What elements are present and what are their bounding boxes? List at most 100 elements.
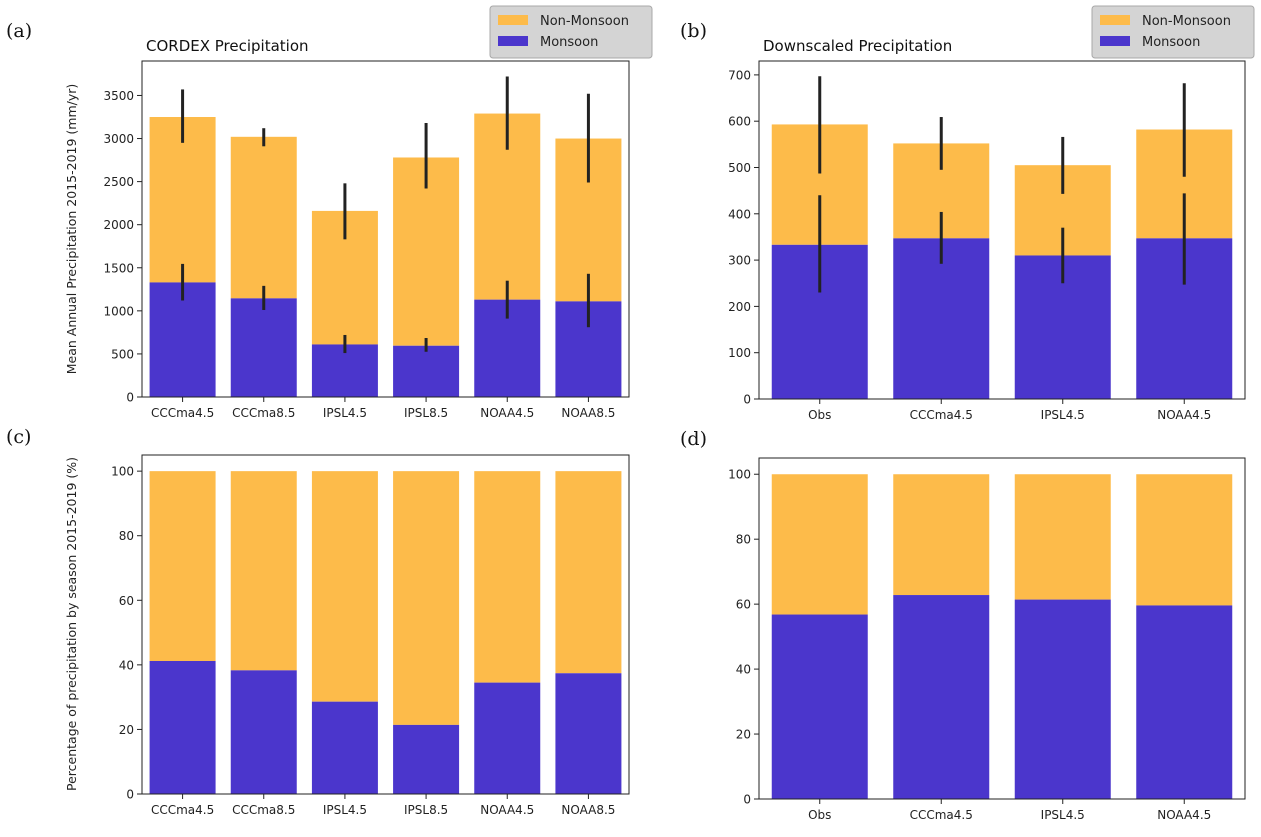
y-tick-label: 40 [119,658,134,672]
legend-label-non-monsoon: Non-Monsoon [1142,14,1231,29]
x-tick-label: Obs [808,408,831,422]
bar-non-monsoon-noaa4-5 [1136,474,1233,606]
bar-monsoon-noaa8-5 [555,673,622,794]
x-tick-label: NOAA4.5 [480,803,534,817]
legend-label-monsoon: Monsoon [1142,35,1200,50]
legend-box [489,5,653,59]
bar-monsoon-ipsl8-5 [393,724,460,794]
bar-monsoon-ipsl8-5 [393,345,460,397]
chart-title: CORDEX Precipitation [146,37,309,55]
bar-non-monsoon-cccma4-5 [149,117,216,283]
bar-non-monsoon-ipsl4-5 [311,471,378,702]
y-tick-label: 1000 [103,304,134,318]
bar-monsoon-cccma4-5 [149,660,216,794]
y-tick-label: 60 [119,594,134,608]
panel-label: (a) [6,20,32,42]
y-tick-label: 80 [736,533,751,547]
legend: Non-Monsoon Monsoon [1091,5,1255,59]
legend-label-monsoon: Monsoon [540,35,598,50]
axes-frame [758,60,1246,400]
y-tick-label: 40 [736,663,751,677]
x-tick-label: CCCma4.5 [910,408,973,422]
y-tick-label: 0 [743,393,751,407]
y-tick-label: 700 [728,68,751,82]
bar-non-monsoon-ipsl4-5 [1014,474,1111,600]
x-tick-label: CCCma4.5 [910,808,973,822]
bar-monsoon-ipsl4-5 [1014,599,1111,799]
y-tick-label: 2500 [103,175,134,189]
legend-label-non-monsoon: Non-Monsoon [540,14,629,29]
bar-monsoon-ipsl4-5 [311,701,378,794]
axes-frame [141,60,630,398]
bar-monsoon-cccma4-5 [893,238,990,399]
y-tick-label: 1500 [103,261,134,275]
x-tick-label: CCCma8.5 [232,406,295,420]
x-tick-label: NOAA8.5 [561,406,615,420]
x-tick-label: NOAA8.5 [561,803,615,817]
panel-a: (a) CORDEX Precipitation 0 500 1000 1500 2000 2… [6,5,653,420]
x-tick-label: IPSL8.5 [404,406,448,420]
bar-non-monsoon-noaa4-5 [474,471,541,683]
y-tick-label: 100 [728,468,751,482]
bar-monsoon-obs [771,614,868,799]
y-tick-label: 500 [111,347,134,361]
bar-monsoon-ipsl4-5 [311,344,378,397]
y-tick-label: 100 [111,465,134,479]
y-tick-label: 3000 [103,132,134,146]
legend-swatch-non-monsoon [498,15,528,25]
x-tick-label: IPSL4.5 [1041,408,1085,422]
panel-label: (b) [680,20,707,42]
bar-non-monsoon-cccma4-5 [893,474,990,596]
bar-non-monsoon-cccma4-5 [149,471,216,661]
y-tick-label: 80 [119,529,134,543]
y-tick-label: 0 [126,788,134,802]
axes-frame [758,457,1246,800]
y-tick-label: 100 [728,346,751,360]
x-tick-label: CCCma4.5 [151,406,214,420]
bar-non-monsoon-noaa8-5 [555,471,622,674]
bar-monsoon-cccma8-5 [230,670,297,794]
bar-non-monsoon-obs [771,474,868,615]
y-tick-label: 500 [728,161,751,175]
panel-label: (c) [6,426,31,448]
bar-monsoon-cccma4-5 [149,282,216,397]
x-tick-label: Obs [808,808,831,822]
bar-non-monsoon-cccma8-5 [230,136,297,299]
y-tick-label: 3500 [103,89,134,103]
bar-non-monsoon-cccma8-5 [230,471,297,671]
bar-monsoon-noaa4-5 [474,682,541,794]
y-tick-label: 20 [119,723,134,737]
y-tick-label: 300 [728,254,751,268]
bar-monsoon-cccma4-5 [893,595,990,799]
y-tick-label: 0 [126,391,134,405]
bar-non-monsoon-ipsl8-5 [393,471,460,725]
x-tick-label: NOAA4.5 [1157,408,1211,422]
bar-monsoon-cccma8-5 [230,298,297,397]
y-tick-label: 2000 [103,218,134,232]
legend: Non-Monsoon Monsoon [489,5,653,59]
legend-swatch-non-monsoon [1100,15,1130,25]
x-tick-label: CCCma8.5 [232,803,295,817]
legend-swatch-monsoon [1100,36,1130,46]
panel-b: (b) Downscaled Precipitation 0 100 200 300 400… [680,5,1255,422]
x-tick-label: NOAA4.5 [1157,808,1211,822]
y-tick-label: 200 [728,300,751,314]
panel-d: (d) 0 20 40 60 80 100 Obs CCCma4.5 IPSL4.5 NOAA4.5 [680,428,1246,822]
legend-box [1091,5,1255,59]
x-tick-label: NOAA4.5 [480,406,534,420]
y-tick-label: 600 [728,115,751,129]
bar-non-monsoon-ipsl8-5 [393,157,460,346]
y-tick-label: 60 [736,598,751,612]
x-tick-label: CCCma4.5 [151,803,214,817]
chart-title: Downscaled Precipitation [763,37,952,55]
y-tick-label: 0 [743,793,751,807]
y-tick-label: 20 [736,728,751,742]
panel-label: (d) [680,428,707,450]
x-tick-label: IPSL8.5 [404,803,448,817]
y-axis-label: Percentage of precipitation by season 20… [64,457,79,791]
bar-monsoon-noaa4-5 [1136,605,1233,799]
y-tick-label: 400 [728,207,751,221]
legend-swatch-monsoon [498,36,528,46]
x-tick-label: IPSL4.5 [323,803,367,817]
